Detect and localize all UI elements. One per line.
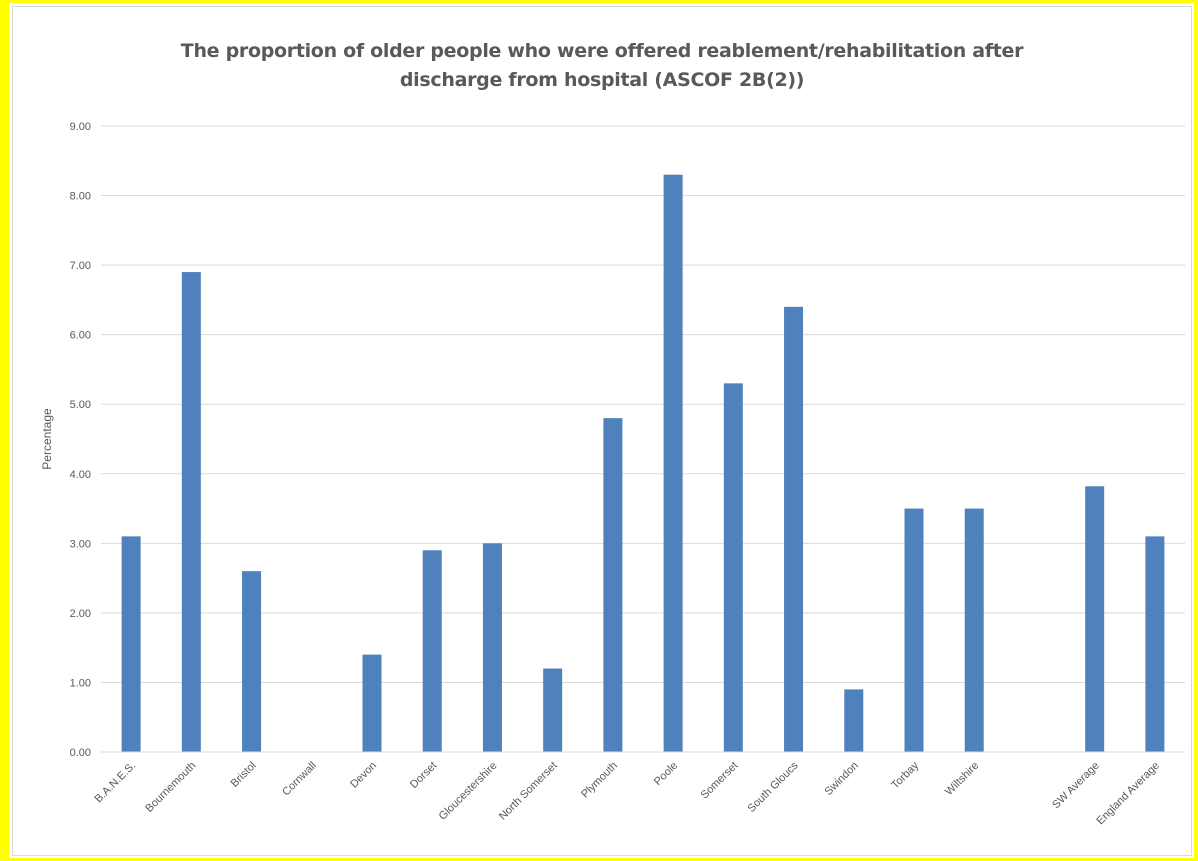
bar xyxy=(723,383,743,752)
y-tick-label: 3.00 xyxy=(70,538,91,550)
y-tick-label: 9.00 xyxy=(70,121,91,133)
bar xyxy=(663,174,683,752)
y-tick-label: 5.00 xyxy=(70,399,91,411)
x-category-label: Poole xyxy=(652,760,680,788)
y-tick-label: 8.00 xyxy=(70,191,91,203)
x-category-label: South Gloucs xyxy=(745,759,801,815)
bar xyxy=(904,508,924,752)
bar xyxy=(1085,486,1105,752)
x-category-label: England Average xyxy=(1094,760,1162,828)
bar xyxy=(1145,536,1165,752)
bar-chart: 0.00 1.00 2.00 3.00 4.00 5.00 6.00 7.00 8.00 9.00… xyxy=(40,121,1185,827)
x-category-label: SW Average xyxy=(1050,760,1102,812)
y-axis-label: Percentage xyxy=(40,408,54,470)
bar xyxy=(844,689,864,752)
bar xyxy=(784,306,804,752)
x-category-label: Swindon xyxy=(823,760,861,798)
bars xyxy=(121,174,1165,752)
bar xyxy=(964,508,984,752)
x-category-label: B.A.N.E.S. xyxy=(93,760,139,806)
x-category-label: Bristol xyxy=(229,760,259,790)
bar xyxy=(422,550,442,752)
chart-area: The proportion of older people who were … xyxy=(12,6,1192,856)
bar xyxy=(543,668,563,752)
x-category-label: Dorset xyxy=(408,760,439,791)
bar xyxy=(482,543,502,752)
gridlines xyxy=(101,125,1185,683)
x-category-label: Plymouth xyxy=(579,760,620,801)
y-tick-label: 4.00 xyxy=(70,469,91,481)
y-tick-label: 6.00 xyxy=(70,330,91,342)
bar xyxy=(181,272,201,752)
y-tick-label: 2.00 xyxy=(70,608,91,620)
bar xyxy=(603,418,623,752)
bar xyxy=(242,571,262,752)
x-axis-labels: B.A.N.E.S. Bournemouth Bristol Cornwall Devo… xyxy=(93,759,1162,827)
x-category-label: Wiltshire xyxy=(943,760,981,798)
x-category-label: Torbay xyxy=(889,759,921,791)
y-tick-label: 7.00 xyxy=(70,260,91,272)
x-category-label: Gloucestershire xyxy=(437,760,500,823)
x-category-label: Bournemouth xyxy=(143,760,198,815)
x-category-label: Somerset xyxy=(699,760,741,802)
chart-title-line-1: The proportion of older people who were … xyxy=(180,40,1024,62)
bar xyxy=(121,536,141,752)
x-category-label: Cornwall xyxy=(280,760,319,799)
x-category-label: Devon xyxy=(348,760,379,791)
x-category-label: North Somerset xyxy=(497,760,560,823)
chart-title: The proportion of older people who were … xyxy=(13,37,1191,95)
bar xyxy=(362,654,382,752)
y-tick-label: 1.00 xyxy=(70,677,91,689)
y-tick-label: 0.00 xyxy=(70,747,91,759)
y-axis-ticks: 0.00 1.00 2.00 3.00 4.00 5.00 6.00 7.00 8.00 9.00 xyxy=(70,121,91,759)
chart-title-line-2: discharge from hospital (ASCOF 2B(2)) xyxy=(399,69,805,91)
